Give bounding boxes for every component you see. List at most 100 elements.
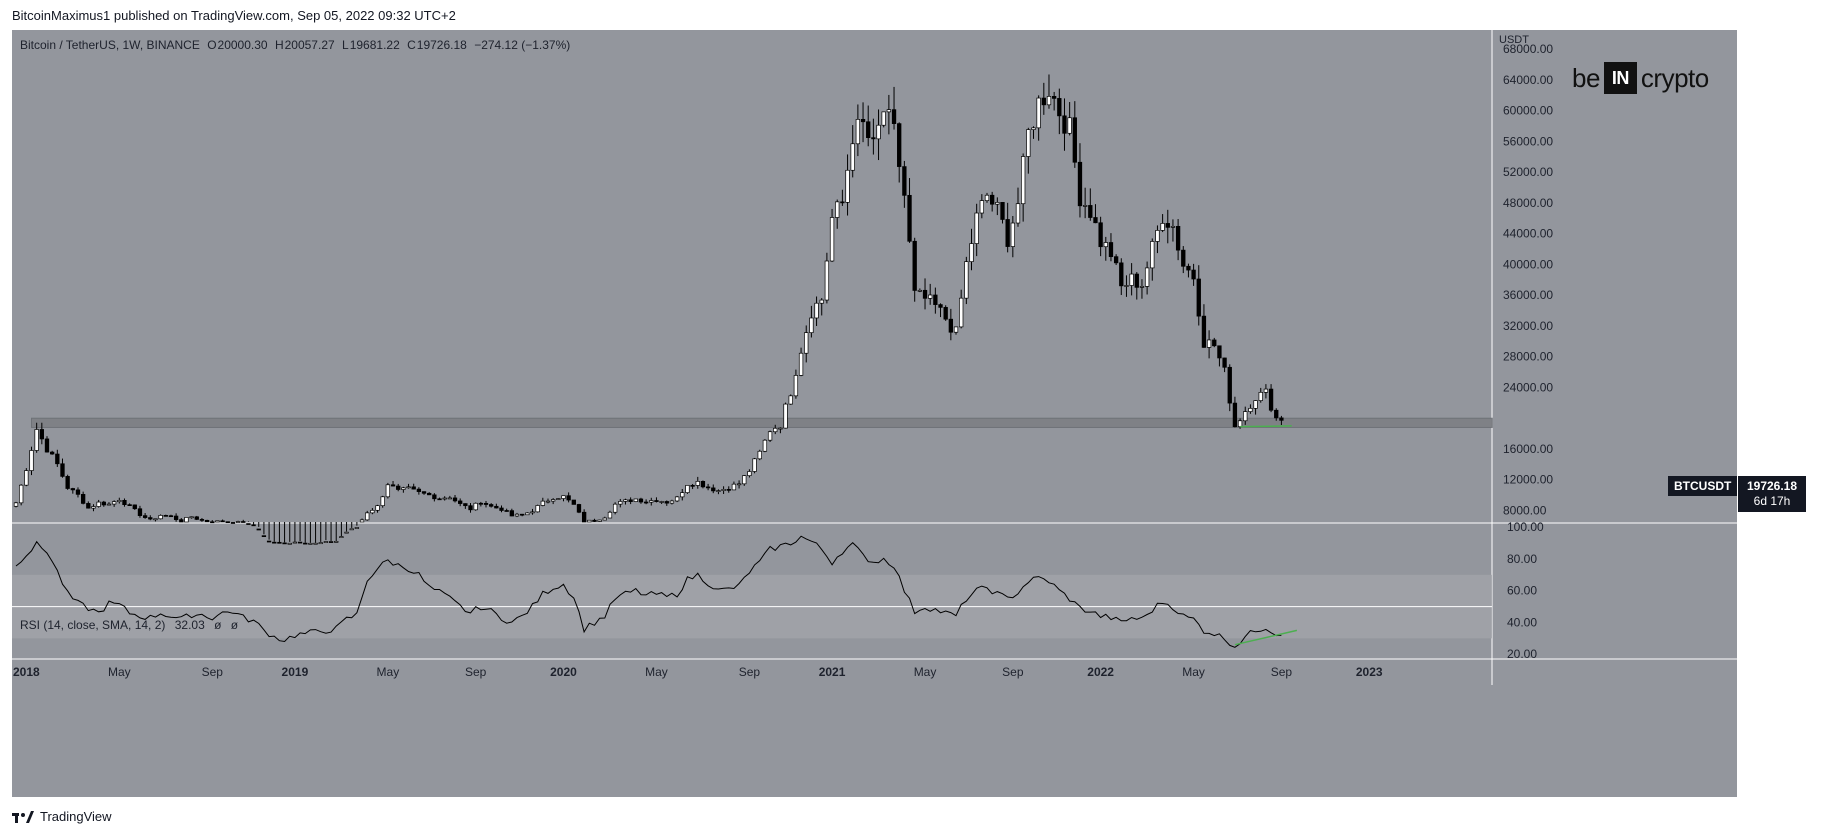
candle-up xyxy=(1010,222,1015,247)
candle-down xyxy=(628,499,633,502)
candle-down xyxy=(421,491,427,494)
support-zone xyxy=(30,417,1493,428)
time-tick-label: 2019 xyxy=(282,665,309,679)
candle-up xyxy=(695,481,700,486)
candle-up xyxy=(855,119,861,145)
candle-down xyxy=(1093,217,1098,224)
price-pane[interactable] xyxy=(12,30,1492,522)
time-tick-label: 2023 xyxy=(1356,665,1383,679)
candle-down xyxy=(1072,117,1077,163)
candle-up xyxy=(659,501,664,503)
chart-area[interactable]: USDT 8000.00 12000.00 16000.00 24000.00 28000… xyxy=(12,30,1737,797)
candle-down xyxy=(1268,388,1274,411)
symbol-price-tag: BTCUSDT xyxy=(1668,476,1738,496)
candle-up xyxy=(1015,203,1021,224)
candle-up xyxy=(1139,286,1145,288)
candle-up xyxy=(117,500,122,503)
candle-down xyxy=(705,486,711,489)
time-tick-label: Sep xyxy=(1271,665,1293,679)
candle-up xyxy=(783,403,788,429)
candle-up xyxy=(370,509,375,514)
candle-down xyxy=(1119,262,1124,287)
candle-down xyxy=(230,522,236,524)
candle-down xyxy=(1165,223,1170,228)
ohlc-legend: Bitcoin / TetherUS, 1W, BINANCE O20000.3… xyxy=(20,38,574,52)
chart-canvas[interactable]: USDT 8000.00 12000.00 16000.00 24000.00 28000… xyxy=(12,30,1737,797)
candle-up xyxy=(359,519,365,523)
candle-up xyxy=(292,541,298,544)
bar-countdown: 6d 17h xyxy=(1753,494,1791,508)
price-tick-label: 24000.00 xyxy=(1503,380,1553,394)
candle-down xyxy=(1227,366,1232,404)
candle-up xyxy=(680,492,685,498)
candle-down xyxy=(1088,205,1093,218)
candle-up xyxy=(881,111,886,126)
candle-up xyxy=(649,500,654,503)
candle-down xyxy=(860,119,866,123)
candle-up xyxy=(406,486,411,489)
candle-up xyxy=(742,475,747,485)
publisher-line: BitcoinMaximus1 published on TradingView… xyxy=(12,8,456,23)
candle-down xyxy=(1191,269,1196,280)
candle-up xyxy=(235,521,241,523)
price-tick-label: 36000.00 xyxy=(1503,288,1553,302)
candle-up xyxy=(757,450,762,460)
candle-up xyxy=(721,489,726,491)
candle-up xyxy=(747,471,752,477)
candle-up xyxy=(344,531,349,534)
candle-down xyxy=(566,495,571,501)
time-tick-label: May xyxy=(377,665,400,679)
rsi-label[interactable]: RSI (14, close, SMA, 14, 2) xyxy=(20,618,166,632)
candle-up xyxy=(623,499,628,502)
candle-down xyxy=(840,201,845,204)
candle-down xyxy=(220,520,225,523)
time-axis[interactable] xyxy=(12,659,1492,685)
candle-down xyxy=(576,504,582,513)
time-tick-label: 2021 xyxy=(819,665,846,679)
candle-up xyxy=(1248,407,1253,412)
candle-up xyxy=(1253,400,1258,409)
candle-up xyxy=(850,143,855,171)
candle-up xyxy=(13,502,19,507)
rsi-tick-label: 40.00 xyxy=(1507,615,1537,629)
candle-down xyxy=(55,453,60,465)
candle-up xyxy=(1031,127,1036,130)
candle-down xyxy=(938,304,943,308)
candle-down xyxy=(49,451,55,455)
candle-up xyxy=(153,518,158,521)
candle-up xyxy=(984,194,990,201)
candle-down xyxy=(1134,273,1139,288)
candle-up xyxy=(959,297,964,328)
candle-up xyxy=(1237,420,1243,428)
rsi-trendline xyxy=(1234,629,1298,646)
candle-up xyxy=(313,542,318,545)
rsi-tick-label: 20.00 xyxy=(1507,647,1537,661)
price-tick-label: 28000.00 xyxy=(1503,350,1553,364)
candle-down xyxy=(499,507,504,511)
logo-text-left: be xyxy=(1572,62,1600,93)
price-axis[interactable] xyxy=(1493,30,1737,685)
candle-up xyxy=(1021,156,1026,205)
candle-down xyxy=(132,504,137,510)
candle-up xyxy=(886,109,892,113)
candle-up xyxy=(798,352,804,376)
symbol-label[interactable]: Bitcoin / TetherUS, 1W, BINANCE xyxy=(20,38,200,52)
candle-down xyxy=(902,166,907,196)
candle-down xyxy=(871,137,876,140)
candle-down xyxy=(65,476,70,489)
footer-brand[interactable]: TradingView xyxy=(12,809,112,824)
candle-up xyxy=(308,542,313,545)
candle-down xyxy=(1222,357,1227,368)
candle-up xyxy=(375,505,380,511)
candle-up xyxy=(29,450,34,471)
change-value: −274.12 (−1.37%) xyxy=(474,38,571,52)
candle-down xyxy=(1196,278,1201,317)
candle-up xyxy=(969,243,974,263)
candle-down xyxy=(1077,161,1083,207)
candle-up xyxy=(814,302,819,319)
candle-up xyxy=(530,511,535,514)
candle-up xyxy=(91,506,96,509)
candle-up xyxy=(974,212,979,244)
candle-down xyxy=(246,523,251,525)
candle-up xyxy=(106,503,112,506)
